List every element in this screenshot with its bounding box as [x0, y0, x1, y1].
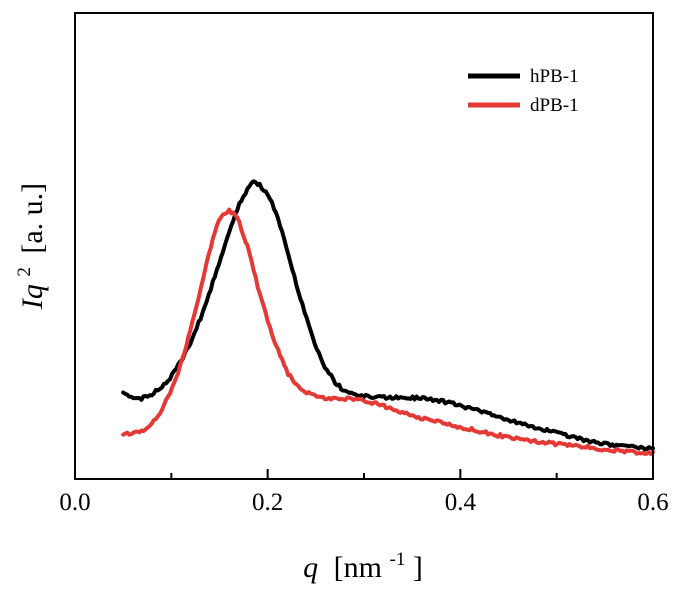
- legend-label-dPB-1: dPB-1: [530, 95, 579, 116]
- x-tick-label: 0.4: [445, 489, 477, 516]
- y-axis-title-main: Iq: [16, 284, 49, 310]
- x-axis-title-exponent: -1: [390, 549, 406, 570]
- x-axis-title-unit-prefix: [nm: [334, 551, 382, 584]
- y-axis-title-unit: [a. u.]: [16, 183, 49, 254]
- series-layer: [121, 179, 655, 457]
- series-line-hPB-1: [121, 179, 655, 452]
- series-line-dPB-1: [121, 207, 655, 457]
- x-axis-title-unit-suffix: ]: [413, 551, 423, 584]
- tick-labels-layer: 0.0 0.2 0.4 0.6: [59, 489, 668, 516]
- x-tick-label: 0.0: [59, 489, 90, 516]
- legend-label-hPB-1: hPB-1: [530, 66, 579, 87]
- x-tick-label: 0.6: [637, 489, 668, 516]
- y-axis-title-exponent: 2: [14, 267, 35, 277]
- ticks-layer: [74, 469, 654, 479]
- x-tick-label: 0.2: [252, 489, 283, 516]
- x-axis-title-main: q: [303, 551, 318, 584]
- legend: hPB-1 dPB-1: [468, 66, 579, 116]
- x-axis-title: q [nm -1 ]: [303, 539, 423, 584]
- y-axis-title: Iq 2 [a. u.]: [4, 183, 49, 310]
